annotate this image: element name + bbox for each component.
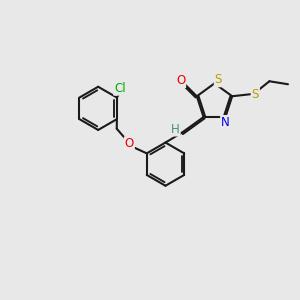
Text: N: N xyxy=(221,116,230,129)
Text: O: O xyxy=(125,137,134,150)
Text: H: H xyxy=(171,122,180,136)
Text: Cl: Cl xyxy=(114,82,126,95)
Text: O: O xyxy=(176,74,185,87)
Text: S: S xyxy=(252,88,259,101)
Text: S: S xyxy=(215,73,222,86)
